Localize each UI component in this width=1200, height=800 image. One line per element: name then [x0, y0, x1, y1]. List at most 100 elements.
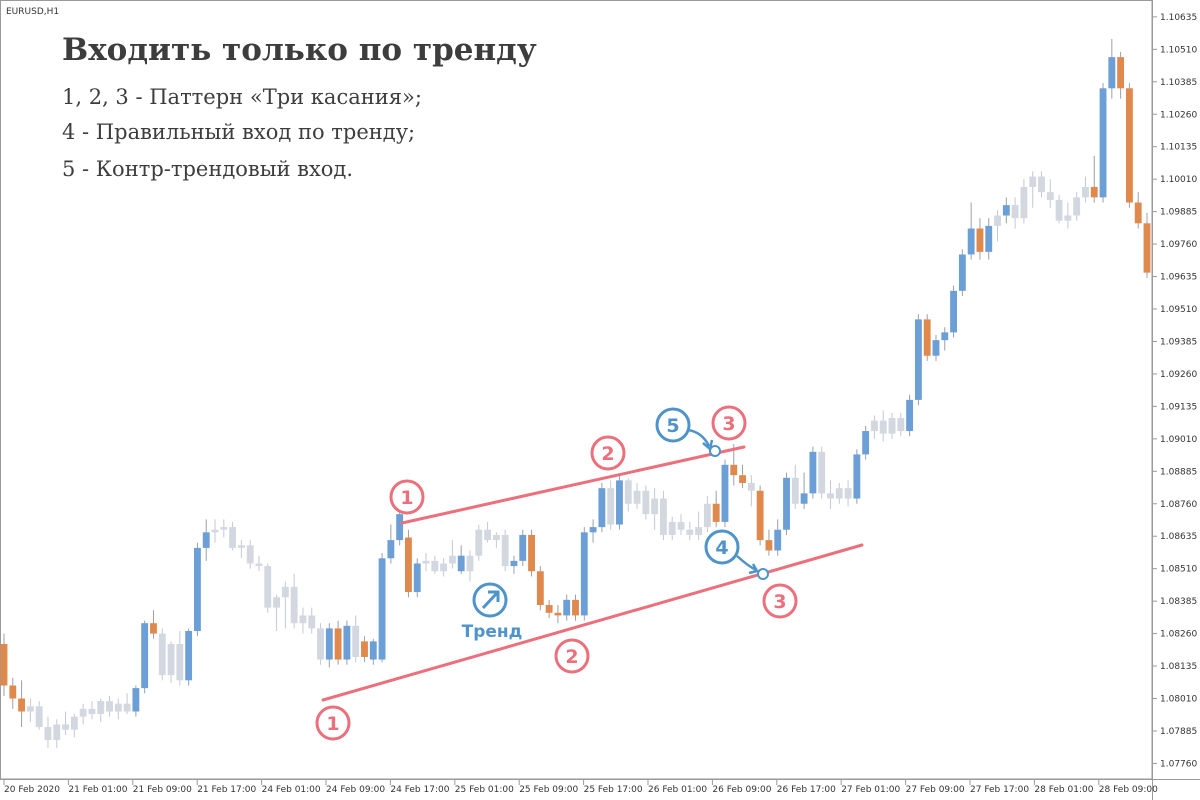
candle [431, 555, 439, 574]
y-tick-label: 1.08385 [1160, 597, 1197, 607]
y-tick-label: 1.09635 [1160, 273, 1197, 283]
candle [413, 558, 421, 598]
y-tick-label: 1.10385 [1160, 78, 1197, 88]
candle [185, 628, 193, 686]
candle-body [528, 534, 535, 572]
candle [1099, 83, 1107, 203]
y-tick-label: 1.09885 [1160, 208, 1197, 218]
candle [405, 529, 412, 598]
svg-text:2: 2 [601, 443, 614, 465]
candle-body [35, 706, 43, 728]
candle [246, 540, 254, 569]
candle [35, 701, 43, 730]
candle [1011, 197, 1019, 229]
candle-body [827, 493, 834, 499]
candle [563, 594, 571, 621]
candle-body [1143, 223, 1151, 273]
candle-body [598, 488, 606, 528]
candle [1134, 192, 1142, 229]
candle-body [668, 521, 676, 535]
candle-body [343, 625, 351, 660]
candle [783, 472, 790, 535]
y-tick-label: 1.09760 [1160, 240, 1197, 250]
candle [264, 563, 272, 613]
x-tick-label: 24 Feb 09:00 [326, 785, 385, 795]
candle-body [361, 641, 368, 657]
candle-body [273, 597, 280, 608]
candles [0, 38, 1151, 748]
candle-body [1073, 197, 1081, 216]
candle [1064, 202, 1072, 229]
candle-body [281, 586, 289, 598]
candle [44, 716, 52, 748]
candle-body [150, 623, 157, 634]
candle [941, 327, 949, 351]
candle-body [677, 521, 685, 530]
candle [114, 698, 122, 720]
candle-body [167, 643, 175, 676]
x-tick-label: 24 Feb 01:00 [262, 785, 321, 795]
candle-body [633, 490, 641, 504]
candle-body [211, 529, 219, 533]
candle [879, 410, 887, 442]
y-tick-label: 1.09385 [1160, 337, 1197, 347]
candle [70, 714, 78, 738]
candle [950, 285, 957, 338]
candle [923, 314, 931, 361]
candle-body [888, 418, 896, 434]
candle-body [1046, 192, 1054, 200]
x-tick-label: 25 Feb 09:00 [519, 785, 578, 795]
candle-body [1020, 186, 1028, 219]
candle [281, 581, 289, 629]
candle [844, 480, 852, 507]
candle [484, 521, 492, 543]
candle [914, 314, 922, 406]
candle-body [114, 703, 122, 712]
candle [501, 529, 509, 572]
candle [220, 519, 228, 538]
candle [985, 218, 993, 260]
candle-body [229, 527, 237, 548]
candle-body [835, 488, 843, 499]
candle [88, 701, 96, 720]
candle [132, 685, 140, 717]
candle-body [967, 228, 975, 255]
candle-body [264, 566, 272, 608]
candle-body [106, 701, 113, 712]
candle-body [941, 332, 949, 341]
candle-body [862, 431, 870, 455]
candle-body [194, 547, 201, 631]
x-tick-label: 26 Feb 01:00 [648, 785, 707, 795]
badge-lower-1: 1 [315, 705, 351, 741]
candle [1055, 194, 1063, 224]
candle-body [70, 716, 78, 730]
candle-body [317, 628, 324, 660]
candle-body [800, 493, 808, 504]
candle [53, 719, 61, 748]
candle [273, 594, 280, 631]
arrow-5 [687, 428, 711, 447]
candle-body [809, 451, 817, 494]
candle-body [739, 475, 746, 483]
candle [361, 636, 368, 663]
y-tick-label: 1.10135 [1160, 143, 1197, 153]
candle-body [607, 488, 615, 525]
candle [1125, 83, 1133, 208]
candle-body [642, 490, 650, 515]
candle [106, 695, 113, 717]
candle-body [202, 532, 210, 548]
candle-body [950, 290, 957, 333]
candle-body [405, 537, 412, 593]
candle [554, 605, 562, 624]
y-tick-label: 1.08135 [1160, 662, 1197, 672]
x-tick-label: 21 Feb 01:00 [68, 785, 127, 795]
touch-point-upper [709, 445, 721, 457]
candle-body [1134, 202, 1142, 224]
candle [774, 519, 782, 556]
candle-body [756, 490, 764, 541]
candle [352, 615, 360, 663]
candle [809, 446, 817, 499]
candle-body [290, 586, 298, 624]
